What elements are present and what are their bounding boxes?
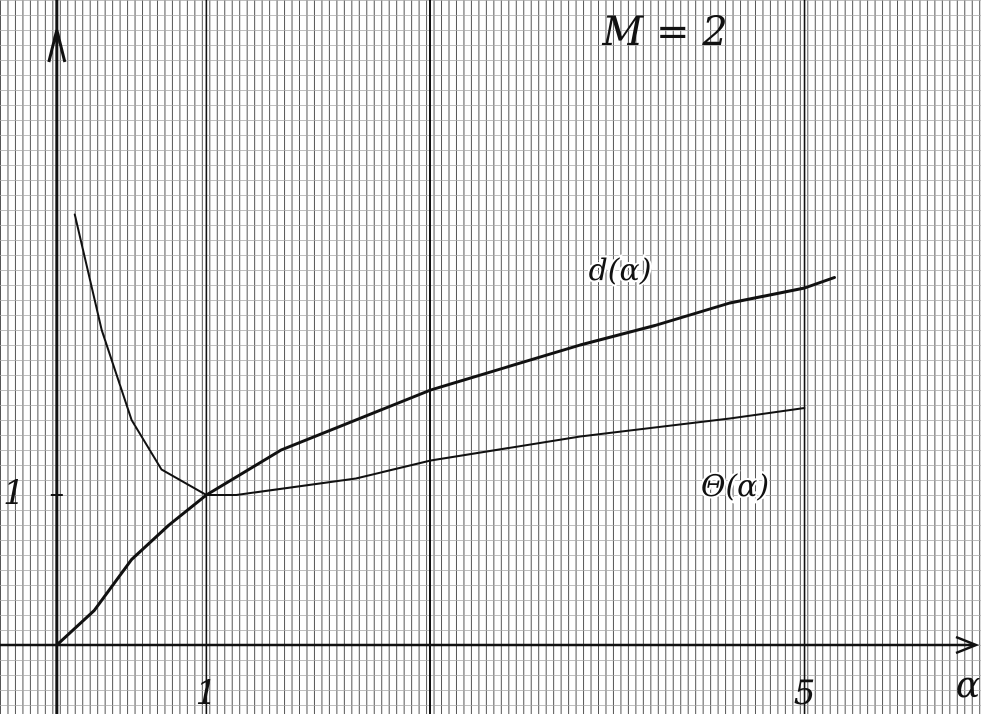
y-axis-arrow <box>47 29 67 63</box>
series-line <box>55 276 836 647</box>
x-tick-label: 5 <box>794 673 816 713</box>
y-tick-label: 1 <box>3 473 25 513</box>
x-axis-arrow <box>955 635 980 655</box>
series-label: Θ(α) <box>701 469 769 504</box>
chart-title: M = 2 <box>601 9 727 55</box>
x-tick-label: 1 <box>196 673 218 713</box>
series-label: d(α) <box>589 253 652 288</box>
series-line <box>73 213 806 496</box>
x-axis-label: α <box>956 665 980 706</box>
